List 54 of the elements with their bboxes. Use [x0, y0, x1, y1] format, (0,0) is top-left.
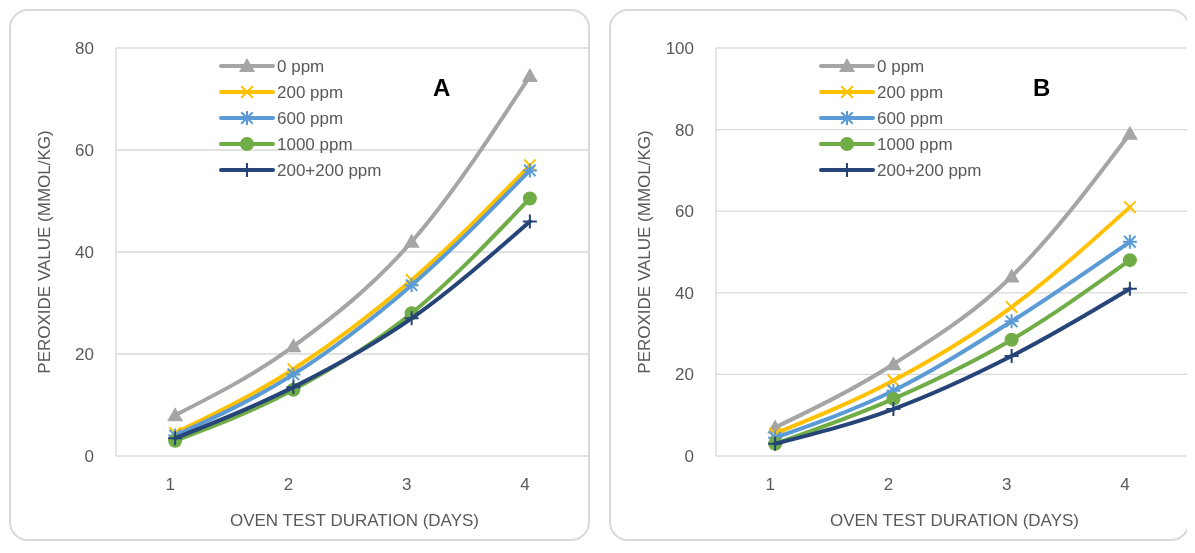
point: [1004, 349, 1019, 364]
point: [521, 68, 538, 83]
point: [886, 402, 901, 417]
annotation: A: [433, 74, 451, 101]
y-tick-label: 100: [665, 38, 694, 58]
x-tick-label: 3: [1001, 475, 1012, 494]
x-tick-label: 2: [283, 475, 294, 494]
x-tick-label: 2: [883, 475, 894, 494]
point: [1004, 314, 1019, 329]
y-tick-label: 40: [675, 283, 694, 303]
y-tick-label: 20: [75, 344, 94, 364]
x-tick-label: 1: [165, 475, 175, 494]
point: [885, 356, 902, 371]
point: [403, 233, 420, 248]
y-tick-label: 80: [675, 120, 694, 140]
x-tick-label: 1: [765, 475, 775, 494]
y-axis-title: PEROXIDE VALUE (MMOL/KG): [635, 130, 654, 374]
point: [1004, 332, 1019, 347]
legend-label: 200 ppm: [877, 82, 944, 102]
x-tick-label: 4: [1120, 475, 1130, 494]
point: [1122, 281, 1137, 296]
annotation: B: [1033, 74, 1051, 101]
x-axis-title: OVEN TEST DURATION (DAYS): [829, 511, 1080, 530]
legend-label: 600 ppm: [877, 108, 944, 128]
x-tick-label: 3: [401, 475, 412, 494]
legend-label: 600 ppm: [277, 108, 344, 128]
y-tick-label: 0: [684, 446, 694, 466]
x-tick-label: 4: [520, 475, 530, 494]
legend-label: 0 ppm: [877, 56, 925, 76]
y-tick-label: 0: [84, 446, 94, 466]
legend-label: 200+200 ppm: [877, 160, 982, 180]
point: [1121, 125, 1138, 140]
y-tick-label: 60: [675, 202, 694, 222]
point: [1123, 200, 1137, 214]
legend-label: 1000 ppm: [277, 134, 353, 154]
y-tick-label: 60: [75, 140, 94, 160]
y-axis-title: PEROXIDE VALUE (MMOL/KG): [35, 130, 54, 374]
point: [167, 407, 184, 422]
legend-label: 200 ppm: [277, 82, 344, 102]
legend-label: 0 ppm: [277, 56, 325, 76]
point: [1003, 268, 1020, 283]
point: [1122, 234, 1137, 249]
y-tick-label: 40: [75, 242, 94, 262]
legend-label: 1000 ppm: [877, 134, 953, 154]
point: [522, 191, 537, 206]
x-axis-title: OVEN TEST DURATION (DAYS): [229, 511, 480, 530]
legend-label: 200+200 ppm: [277, 160, 382, 180]
y-tick-label: 20: [675, 365, 694, 385]
point: [1122, 253, 1137, 268]
point: [286, 367, 301, 382]
point: [522, 214, 537, 229]
y-tick-label: 80: [75, 38, 94, 58]
point: [886, 391, 901, 406]
point: [404, 311, 419, 326]
